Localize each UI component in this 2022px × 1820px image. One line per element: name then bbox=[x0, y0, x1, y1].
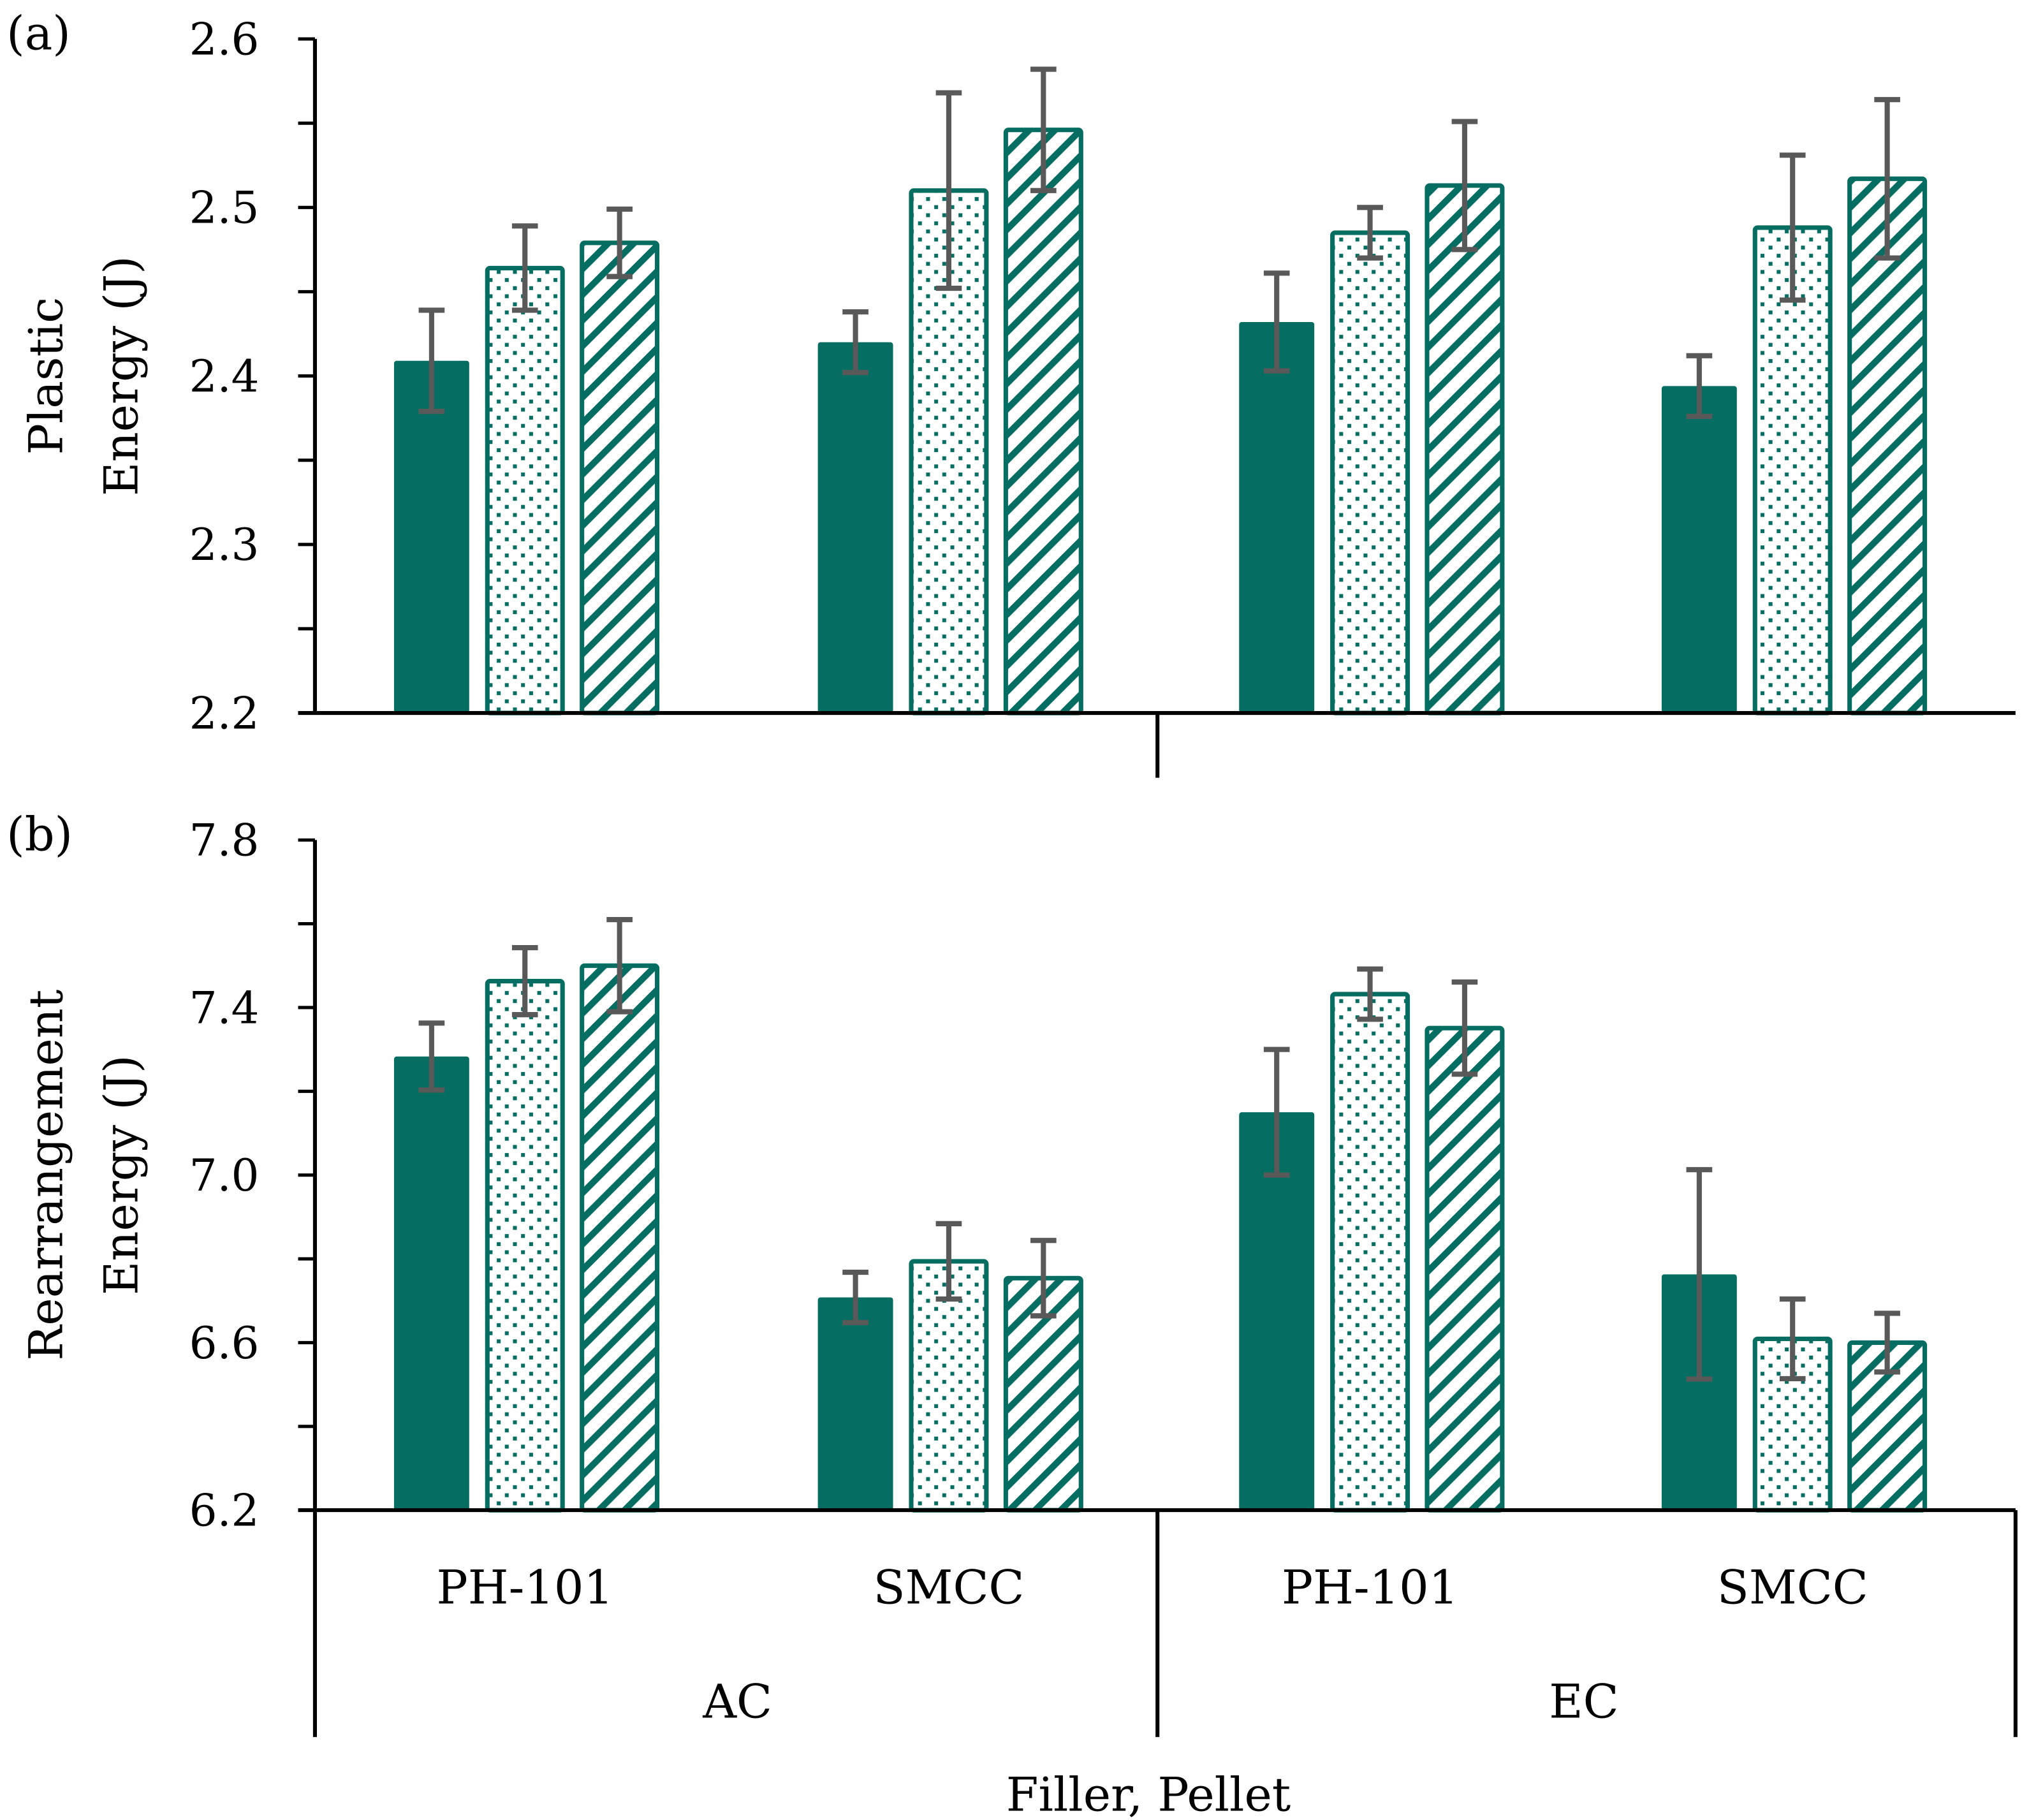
y-tick-label: 2.5 bbox=[189, 183, 260, 234]
y-axis-label-b: Rearrangement bbox=[20, 990, 74, 1361]
bar-a-ec-ph-101-hatched bbox=[1425, 183, 1505, 716]
y-tick-label: 2.6 bbox=[189, 14, 260, 65]
y-axis-label-b: Energy (J) bbox=[94, 1055, 149, 1295]
bar-b-ac-smcc-solid bbox=[817, 1297, 893, 1511]
bar-b-ec-ph-101-dotted bbox=[1330, 992, 1410, 1513]
y-axis-label-a: Plastic bbox=[20, 297, 74, 455]
bar-a-ac-ph-101-dotted bbox=[485, 265, 565, 716]
bar-a-ac-ph-101-hatched bbox=[580, 240, 660, 716]
y-tick-label: 2.2 bbox=[189, 688, 260, 739]
y-tick-label: 7.8 bbox=[189, 816, 260, 867]
bar-b-ac-ph-101-solid bbox=[393, 1056, 469, 1511]
bar-a-ec-ph-101-dotted bbox=[1330, 230, 1410, 716]
y-tick-label: 2.3 bbox=[189, 520, 260, 571]
x-filler-label-1: PH-101 bbox=[437, 1560, 613, 1615]
bar-b-ec-ph-101-hatched bbox=[1425, 1025, 1505, 1513]
panel-label-b: (b) bbox=[6, 807, 73, 862]
bar-b-ec-smcc-solid bbox=[1661, 1274, 1737, 1511]
x-pellet-label-ec: EC bbox=[1549, 1675, 1618, 1729]
y-tick-label: 7.0 bbox=[189, 1150, 260, 1201]
x-filler-label-2: SMCC bbox=[873, 1560, 1024, 1615]
bar-a-ec-ph-101-solid bbox=[1239, 321, 1315, 714]
y-tick-label: 6.2 bbox=[189, 1486, 260, 1537]
panel-label-a: (a) bbox=[6, 6, 71, 61]
bar-a-ac-ph-101-solid bbox=[393, 360, 469, 714]
bar-b-ac-ph-101-dotted bbox=[485, 979, 565, 1513]
y-tick-label: 7.4 bbox=[189, 983, 260, 1034]
y-tick-label: 6.6 bbox=[189, 1318, 260, 1369]
x-filler-label-3: PH-101 bbox=[1282, 1560, 1458, 1615]
bar-a-ac-smcc-solid bbox=[817, 342, 893, 714]
x-pellet-label-ac: AC bbox=[702, 1675, 772, 1729]
y-tick-label: 2.4 bbox=[189, 351, 260, 402]
x-filler-label-4: SMCC bbox=[1717, 1560, 1868, 1615]
bar-b-ac-ph-101-hatched bbox=[580, 963, 660, 1513]
y-axis-label-a: Energy (J) bbox=[94, 256, 149, 496]
x-axis-title: Filler, Pellet bbox=[1006, 1768, 1291, 1820]
bar-a-ac-smcc-hatched bbox=[1003, 128, 1083, 716]
bar-a-ec-smcc-solid bbox=[1661, 386, 1737, 714]
bar-b-ec-ph-101-solid bbox=[1239, 1112, 1315, 1511]
